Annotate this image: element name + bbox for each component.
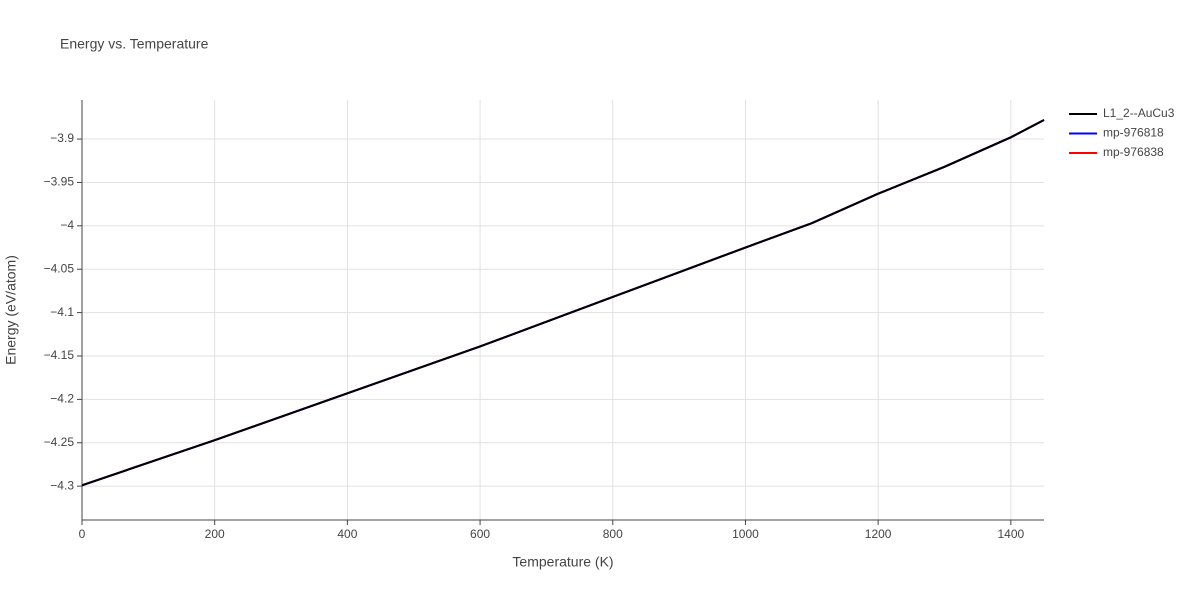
y-tick-label: −3.95 <box>44 175 75 189</box>
x-tick-label: 1400 <box>997 527 1024 541</box>
legend-label[interactable]: mp-976818 <box>1103 126 1164 140</box>
y-tick-label: −4.1 <box>50 305 74 319</box>
y-tick-label: −4.3 <box>50 478 74 492</box>
y-tick-label: −4.05 <box>44 261 75 275</box>
series-line <box>81 119 1045 487</box>
series-line <box>81 119 1045 487</box>
y-tick-label: −3.9 <box>50 131 74 145</box>
x-tick-label: 800 <box>603 527 623 541</box>
y-tick-label: −4.15 <box>44 348 75 362</box>
y-tick-label: −4.25 <box>44 435 75 449</box>
x-axis-title: Temperature (K) <box>512 554 613 570</box>
legend-label[interactable]: L1_2--AuCu3 <box>1103 106 1175 120</box>
x-tick-label: 1200 <box>865 527 892 541</box>
x-tick-label: 200 <box>205 527 225 541</box>
y-tick-label: −4.2 <box>50 392 74 406</box>
y-axis-title: Energy (eV/atom) <box>3 255 19 365</box>
x-tick-label: 400 <box>337 527 357 541</box>
x-tick-label: 0 <box>79 527 86 541</box>
x-tick-label: 600 <box>470 527 490 541</box>
legend-label[interactable]: mp-976838 <box>1103 145 1164 159</box>
x-tick-label: 1000 <box>732 527 759 541</box>
y-tick-label: −4 <box>60 218 74 232</box>
series-line <box>81 119 1045 487</box>
chart-title: Energy vs. Temperature <box>60 36 209 52</box>
